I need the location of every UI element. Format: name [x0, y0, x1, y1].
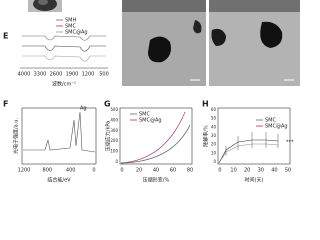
panel-g: [119, 107, 193, 165]
panel-label: G: [104, 100, 111, 109]
y-tick-label: 20: [211, 142, 217, 147]
x-tick-label: 80: [187, 168, 193, 174]
legend-label: SMC: [265, 118, 276, 124]
x-tick-label: 40: [271, 168, 277, 174]
x-tick-label: 20: [244, 168, 250, 174]
x-axis-label: 结合能/eV: [47, 177, 71, 184]
x-tick-label: 10: [230, 168, 236, 174]
legend-label: SMC: [139, 112, 150, 118]
x-tick-label: 3300: [34, 72, 47, 78]
legend-label: SMC@Ag: [65, 30, 88, 36]
panel-label: F: [3, 100, 8, 109]
y-axis-label: 光电子强度/a.u.: [13, 118, 20, 155]
y-tick-label: 40: [211, 124, 217, 129]
y-tick-label: 0: [213, 159, 216, 164]
x-axis-label: 波数/cm⁻¹: [52, 81, 76, 88]
y-tick-label: 10: [211, 150, 217, 155]
y-axis-label: 降解率/%: [203, 125, 210, 147]
x-tick-label: 500: [99, 72, 109, 78]
y-tick-label: 60: [211, 107, 217, 112]
y-tick-label: 200: [110, 138, 118, 143]
annotation: Ag: [80, 106, 87, 112]
sem-left: [122, 0, 206, 86]
x-tick-label: 1200: [82, 72, 95, 78]
y-axis-label: 压缩应力/kPa: [105, 121, 112, 151]
y-tick-label: 300: [110, 128, 118, 133]
x-tick-label: 40: [153, 168, 159, 174]
x-tick-label: 800: [43, 168, 53, 174]
y-tick-label: 500: [110, 107, 118, 112]
x-tick-label: 0: [120, 168, 123, 174]
x-tick-label: 0: [92, 168, 95, 174]
sem-right: [209, 0, 300, 86]
legend-label: SMC: [65, 24, 76, 30]
y-tick-label: 50: [211, 116, 217, 121]
legend-label: SMC@Ag: [265, 124, 288, 130]
x-tick-label: 50: [285, 168, 291, 174]
legend-label: SMH: [65, 18, 76, 24]
y-tick-label: 0: [115, 159, 118, 164]
y-tick-label: 100: [110, 149, 118, 154]
y-tick-label: 30: [211, 133, 217, 138]
panel-f: [21, 107, 97, 165]
annotation: ***: [286, 140, 294, 146]
x-tick-label: 4000: [18, 72, 31, 78]
x-axis-label: 时间(天): [245, 177, 264, 184]
panel-label: H: [202, 100, 209, 109]
x-tick-label: 2600: [50, 72, 63, 78]
x-axis-label: 压缩形变/%: [143, 177, 170, 184]
x-tick-label: 60: [170, 168, 176, 174]
x-tick-label: 30: [258, 168, 264, 174]
x-tick-label: 0: [218, 168, 221, 174]
x-tick-label: 20: [136, 168, 142, 174]
x-tick-label: 1900: [66, 72, 79, 78]
photo: [28, 0, 62, 12]
x-tick-label: 400: [66, 168, 76, 174]
x-tick-label: 1200: [18, 168, 31, 174]
panel-e: [20, 35, 108, 69]
y-tick-label: 400: [110, 117, 118, 122]
panel-h: [217, 107, 291, 165]
panel-label: E: [3, 32, 8, 41]
legend-label: SMC@Ag: [139, 118, 162, 124]
